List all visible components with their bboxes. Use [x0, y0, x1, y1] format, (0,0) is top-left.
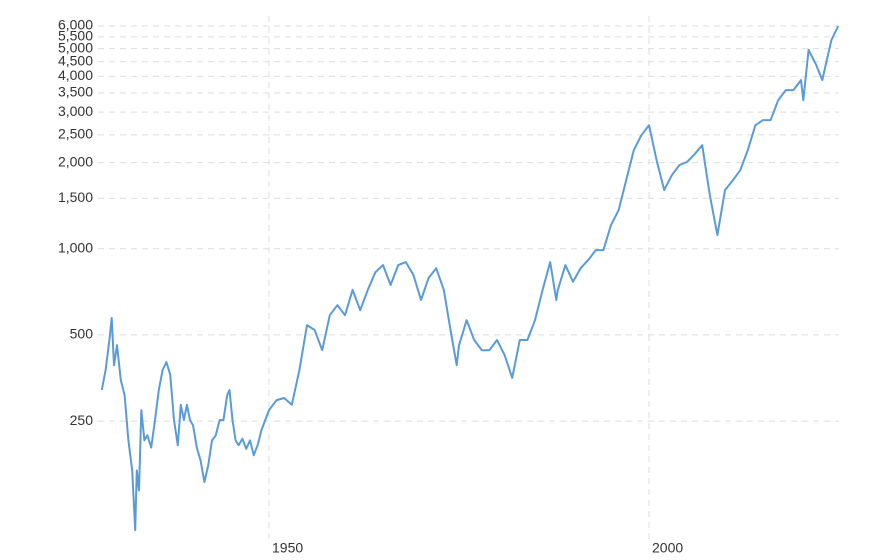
- y-tick-label: 3,500: [58, 84, 93, 100]
- y-tick-label: 4,500: [58, 52, 93, 68]
- y-tick-label: 250: [70, 412, 94, 428]
- y-tick-label: 2,500: [58, 126, 93, 142]
- y-tick-label: 2,000: [58, 153, 93, 169]
- x-tick-label: 2000: [652, 540, 683, 556]
- y-tick-label: 1,000: [58, 239, 93, 255]
- y-tick-label: 6,000: [58, 17, 93, 33]
- y-tick-label: 4,000: [58, 67, 93, 83]
- y-tick-label: 5,500: [58, 28, 93, 44]
- x-tick-label: 1950: [272, 540, 303, 556]
- y-tick-label: 3,000: [58, 103, 93, 119]
- y-tick-label: 1,500: [58, 189, 93, 205]
- y-tick-label: 5,000: [58, 39, 93, 55]
- y-tick-label: 500: [70, 326, 94, 342]
- line-series: [100, 25, 840, 532]
